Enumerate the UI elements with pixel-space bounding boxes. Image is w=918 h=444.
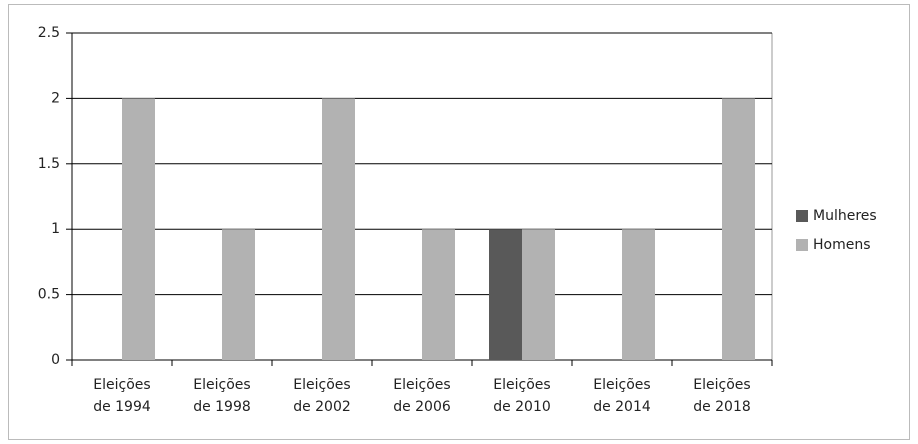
y-tick-label: 1.5 [38,156,60,172]
x-tick-label: Eleições de 1998 [193,377,251,415]
y-tick-label: 0.5 [38,287,60,303]
bar [522,229,555,360]
legend-swatch [796,239,808,251]
bar [722,98,755,361]
legend-label: Homens [813,237,871,253]
x-tick-label-line: Eleições [393,377,450,393]
bar [422,229,455,360]
y-tick-label: 1 [51,221,60,237]
legend-swatch [796,210,808,222]
x-tick-label: Eleições de 2002 [293,377,351,415]
x-tick-label-line: de 2014 [593,399,651,415]
x-tick-label: Eleições de 1994 [93,377,151,415]
x-tick-label: Eleições de 2006 [393,377,451,415]
x-tick-label-line: Eleições [593,377,650,393]
bar [222,229,255,360]
x-tick-label-line: de 1994 [93,399,151,415]
x-tick-label-line: de 2010 [493,399,551,415]
bar [122,98,155,361]
y-tick-label: 2.5 [38,25,60,41]
chart-frame [8,4,910,440]
x-tick-label-line: de 2018 [693,399,751,415]
y-tick-label: 2 [51,90,60,106]
x-tick-label: Eleições de 2014 [593,377,651,415]
x-tick-label-line: Eleições [693,377,750,393]
bar [622,229,655,360]
x-tick-label-line: Eleições [493,377,550,393]
x-tick-label-line: Eleições [93,377,150,393]
x-tick-label-line: de 2002 [293,399,351,415]
x-tick-label-line: de 1998 [193,399,251,415]
x-tick-label: Eleições de 2010 [493,377,551,415]
y-tick-label: 0 [51,352,60,368]
x-tick-label: Eleições de 2018 [693,377,751,415]
bar [322,98,355,361]
bar [489,229,522,360]
x-tick-label-line: Eleições [293,377,350,393]
x-tick-label-line: Eleições [193,377,250,393]
legend-label: Mulheres [813,208,877,224]
x-tick-label-line: de 2006 [393,399,451,415]
